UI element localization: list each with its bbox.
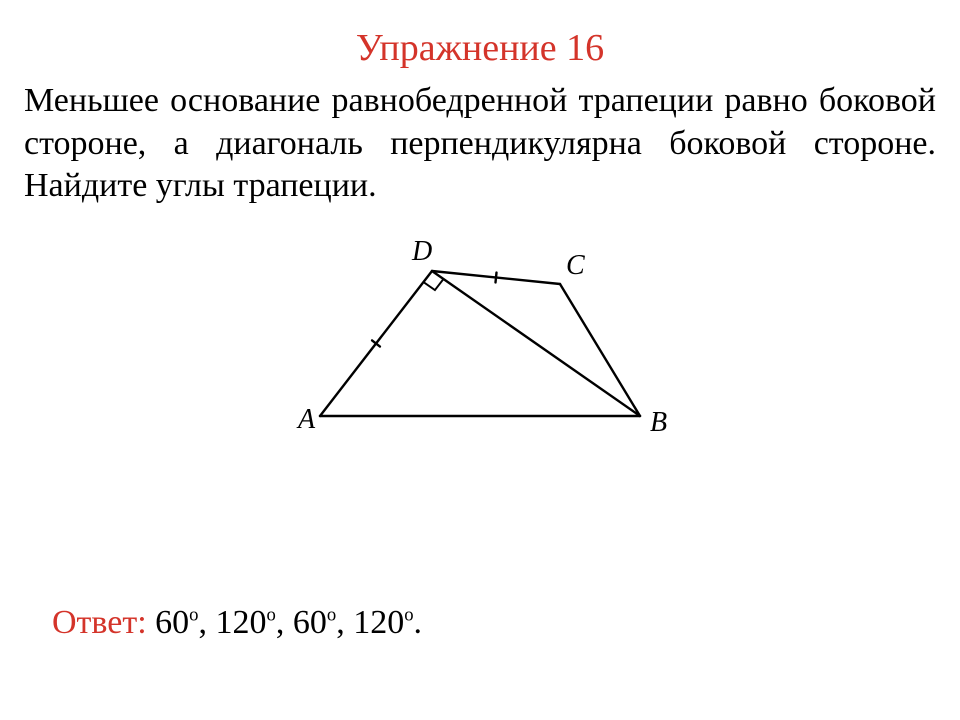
figure-container: A B C D <box>24 236 936 456</box>
svg-text:A: A <box>296 404 316 435</box>
answer-values: 60о, 120о, 60о, 120о. <box>155 604 422 641</box>
page-title: Упражнение 16 <box>24 26 936 70</box>
answer-label: Ответ: <box>52 604 147 641</box>
problem-text: Меньшее основание равнобедренной трапеци… <box>24 80 936 208</box>
trapezoid-figure: A B C D <box>260 236 700 456</box>
svg-text:C: C <box>566 250 585 281</box>
svg-text:D: D <box>411 236 432 267</box>
answer-line: Ответ: 60о, 120о, 60о, 120о. <box>52 604 422 642</box>
svg-text:B: B <box>650 407 667 438</box>
